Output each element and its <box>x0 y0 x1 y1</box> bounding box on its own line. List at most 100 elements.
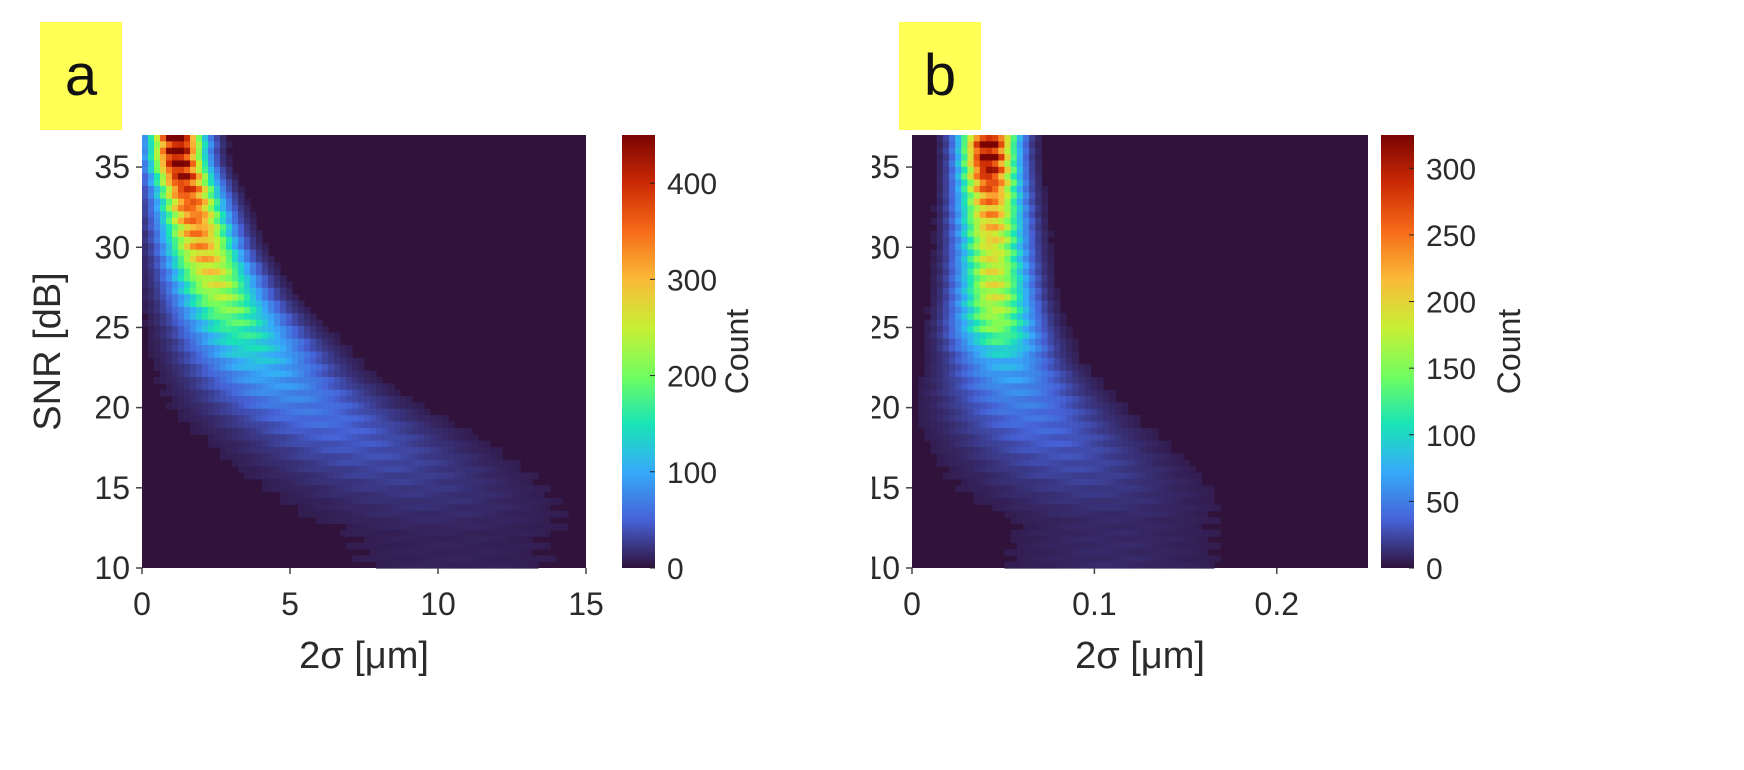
heatmap-cell <box>154 135 161 142</box>
heatmap-cell <box>1084 472 1092 480</box>
heatmap-cell <box>1016 497 1024 505</box>
heatmap-cell <box>967 166 975 174</box>
heatmap-cell <box>1004 357 1012 365</box>
heatmap-cell <box>364 497 371 505</box>
heatmap-cell <box>394 427 401 435</box>
heatmap-cell <box>1084 459 1092 467</box>
heatmap-cell <box>985 434 993 442</box>
heatmap-cell <box>184 332 191 340</box>
heatmap-cell <box>370 466 377 474</box>
heatmap-cell <box>226 141 233 149</box>
heatmap-cell <box>340 504 347 512</box>
heatmap-cell <box>232 408 239 416</box>
heatmap-cell <box>1022 548 1030 556</box>
heatmap-cell <box>967 275 975 283</box>
heatmap-cell <box>202 255 209 263</box>
heatmap-cell <box>1115 497 1123 505</box>
heatmap-cell <box>979 268 987 276</box>
heatmap-cell <box>1022 408 1030 416</box>
heatmap-cell <box>967 211 975 219</box>
heatmap-cell <box>948 198 956 206</box>
heatmap-cell <box>268 313 275 321</box>
heatmap-cell <box>544 542 551 550</box>
heatmap-cell <box>1133 523 1141 531</box>
heatmap-cell <box>274 364 281 372</box>
heatmap-cell <box>322 517 329 525</box>
heatmap-cell <box>1004 561 1012 569</box>
heatmap-cell <box>202 326 209 333</box>
heatmap-cell <box>1004 478 1012 486</box>
heatmap-cell <box>220 453 227 461</box>
heatmap-cell <box>172 287 179 295</box>
heatmap-cell <box>1004 217 1012 225</box>
heatmap-cell <box>1103 491 1110 499</box>
heatmap-cell <box>1010 179 1018 187</box>
heatmap-cell <box>918 376 925 384</box>
heatmap-cell <box>942 236 950 244</box>
heatmap-cell <box>1183 517 1190 525</box>
heatmap-cell <box>1084 434 1092 442</box>
heatmap-cell <box>1152 555 1160 563</box>
heatmap-cell <box>274 370 281 378</box>
heatmap-cell <box>973 376 981 384</box>
heatmap-cell <box>208 268 215 276</box>
heatmap-cell <box>1078 364 1086 372</box>
heatmap-cell <box>394 517 401 525</box>
heatmap-cell <box>998 427 1006 435</box>
heatmap-cell <box>979 198 987 206</box>
heatmap-cell <box>346 396 353 404</box>
heatmap-cell <box>1207 529 1215 537</box>
heatmap-cell <box>1041 345 1049 353</box>
heatmap-cell <box>340 351 347 359</box>
heatmap-cell <box>1189 548 1197 556</box>
heatmap-cell <box>948 192 956 200</box>
heatmap-cell <box>1010 548 1018 556</box>
heatmap-cell <box>1072 485 1079 493</box>
heatmap-cell <box>142 236 149 244</box>
heatmap-cell <box>484 529 491 537</box>
heatmap-cell <box>992 370 999 378</box>
heatmap-cell <box>190 185 197 193</box>
heatmap-cell <box>998 192 1006 200</box>
heatmap-cell <box>448 440 455 448</box>
heatmap-cell <box>948 217 956 225</box>
heatmap-cell <box>256 313 263 321</box>
heatmap-cell <box>496 523 503 531</box>
heatmap-cell <box>238 255 245 263</box>
heatmap-cell <box>508 555 515 563</box>
heatmap-cell <box>985 421 993 429</box>
heatmap-cell <box>154 243 161 251</box>
heatmap-cell <box>1103 523 1110 531</box>
heatmap-cell <box>1016 485 1024 493</box>
heatmap-cell <box>1078 440 1086 448</box>
colorbar-tick-label: 400 <box>667 168 717 201</box>
heatmap-cell <box>424 529 431 537</box>
heatmap-cell <box>955 147 962 155</box>
heatmap-cell <box>214 345 221 353</box>
heatmap-cell <box>1140 548 1147 556</box>
heatmap-cell <box>1053 389 1061 397</box>
heatmap-cell <box>268 300 275 308</box>
heatmap-cell <box>1053 523 1061 531</box>
heatmap-cell <box>967 459 975 467</box>
heatmap-cell <box>400 529 407 537</box>
heatmap-cell <box>292 357 299 365</box>
heatmap-cell <box>985 275 993 283</box>
heatmap-cell <box>1041 313 1049 321</box>
heatmap-cell <box>992 434 999 442</box>
heatmap-cell <box>274 402 281 410</box>
heatmap-cell <box>370 459 377 467</box>
heatmap-cell <box>388 542 395 550</box>
heatmap-cell <box>1127 447 1135 454</box>
heatmap-cell <box>502 529 509 537</box>
heatmap-cell <box>430 485 437 493</box>
heatmap-cell <box>268 364 275 372</box>
heatmap-cell <box>490 447 497 454</box>
heatmap-cell <box>298 466 305 474</box>
heatmap-cell <box>1047 313 1055 321</box>
heatmap-cell <box>292 345 299 353</box>
heatmap-cell <box>214 185 221 193</box>
heatmap-cell <box>184 268 191 276</box>
heatmap-cell <box>967 313 975 321</box>
heatmap-cell <box>1127 555 1135 563</box>
